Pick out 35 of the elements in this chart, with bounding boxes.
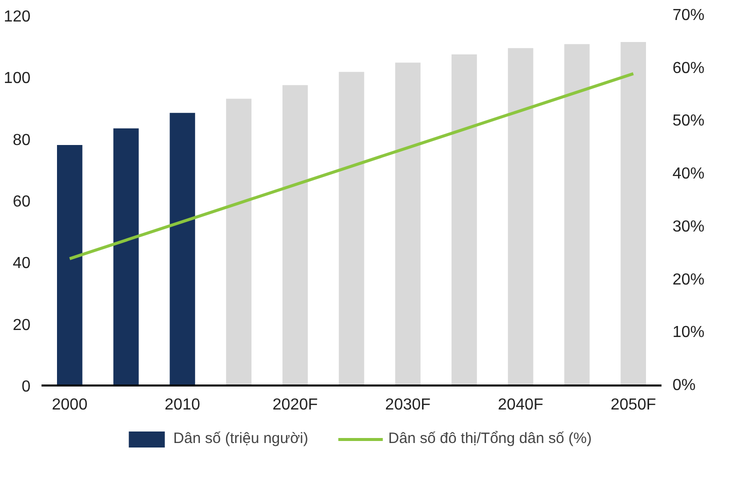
y-tick-label: 80 bbox=[12, 132, 31, 149]
y2-tick-label: 70% bbox=[672, 7, 705, 24]
x-tick-label: 2040F bbox=[498, 396, 544, 414]
y-tick-label: 20 bbox=[12, 316, 31, 334]
bar bbox=[395, 62, 421, 386]
x-tick-label: 2050F bbox=[610, 396, 656, 414]
legend-label: Dân số đô thị/Tổng dân số (%) bbox=[388, 430, 592, 447]
bar bbox=[113, 128, 139, 386]
y-tick-label: 60 bbox=[12, 194, 31, 210]
y2-tick-label: 30% bbox=[672, 218, 705, 236]
x-tick-label: 2020F bbox=[272, 396, 318, 414]
bar bbox=[452, 54, 477, 386]
y2-tick-label: 60% bbox=[672, 60, 705, 77]
bar bbox=[226, 98, 252, 386]
bar bbox=[564, 44, 590, 386]
y2-tick-label: 40% bbox=[672, 166, 705, 183]
x-tick-label: 2000 bbox=[52, 396, 88, 414]
x-tick-label: 2010 bbox=[164, 396, 200, 414]
bar bbox=[170, 112, 196, 386]
bar bbox=[57, 145, 82, 386]
y-tick-label: 0 bbox=[22, 378, 31, 396]
line-series bbox=[68, 72, 635, 260]
y2-tick-label: 50% bbox=[672, 112, 705, 130]
y-tick-label: 120 bbox=[4, 8, 31, 26]
bar bbox=[338, 72, 364, 386]
y2-tick-label: 20% bbox=[672, 271, 705, 288]
bar bbox=[282, 85, 308, 386]
x-tick-label: 2030F bbox=[385, 396, 431, 414]
y-tick-label: 100 bbox=[4, 70, 31, 88]
bar bbox=[620, 42, 646, 386]
bar bbox=[508, 48, 534, 386]
y2-tick-label: 0% bbox=[672, 377, 696, 394]
y-tick-label: 40 bbox=[12, 255, 31, 272]
legend-label: Dân số (triệu người) bbox=[173, 430, 308, 447]
y2-tick-label: 10% bbox=[672, 324, 705, 342]
